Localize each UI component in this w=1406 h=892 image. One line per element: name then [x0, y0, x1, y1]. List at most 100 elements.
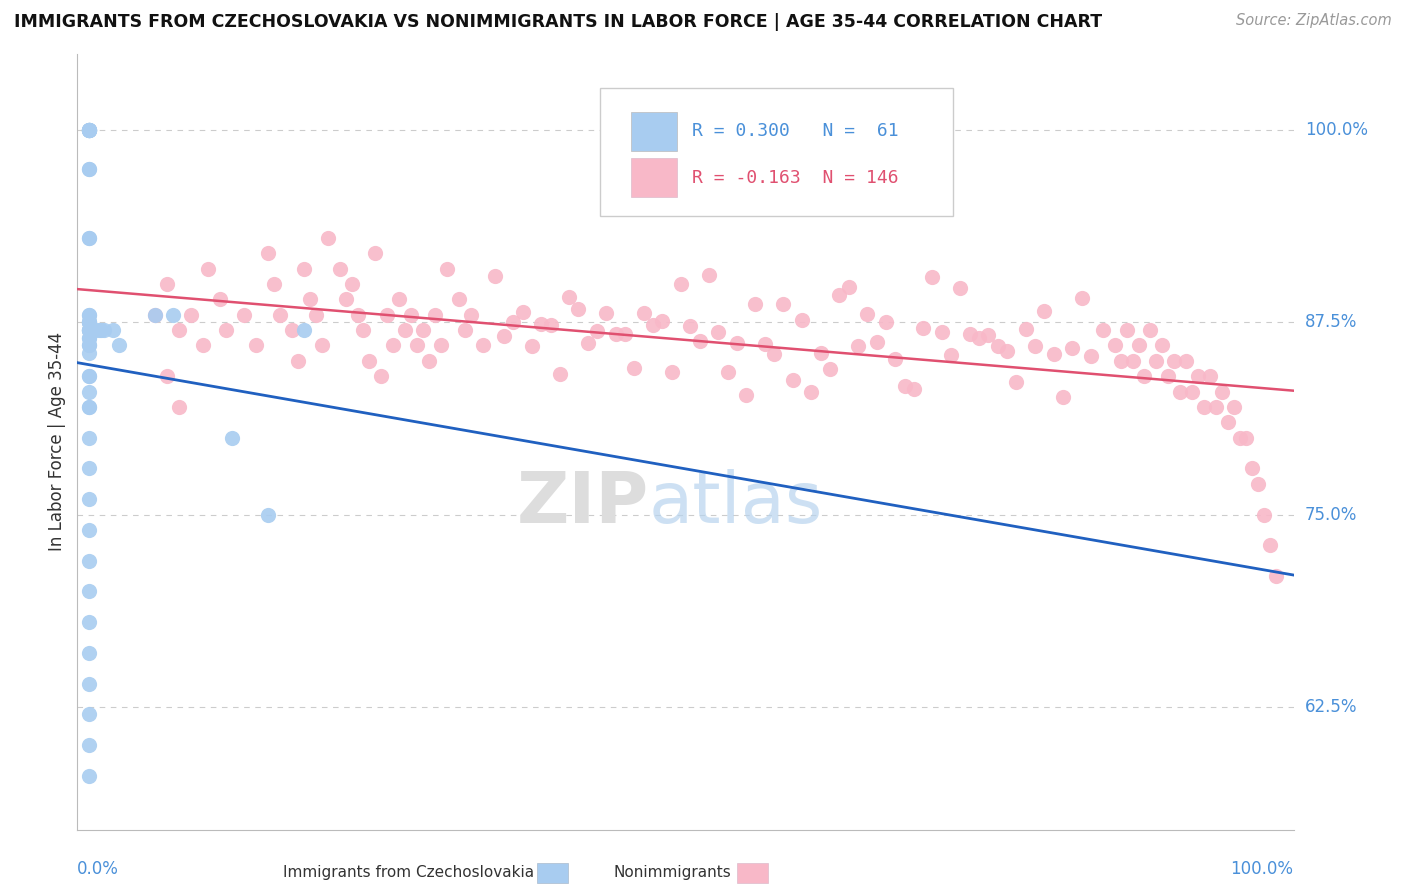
Point: [1042, 347, 1064, 361]
Point: [108, 338, 131, 352]
Point: [311, 338, 333, 352]
Point: [77, 523, 100, 537]
Point: [370, 369, 392, 384]
Point: [77, 492, 100, 507]
Text: Nonimmigrants: Nonimmigrants: [613, 865, 731, 880]
Point: [77, 338, 100, 352]
Point: [492, 328, 515, 343]
Point: [846, 338, 869, 352]
Point: [77, 384, 100, 399]
Point: [1163, 354, 1185, 368]
Point: [707, 326, 730, 340]
Point: [233, 308, 256, 322]
Text: 62.5%: 62.5%: [1305, 698, 1357, 715]
Point: [180, 308, 202, 322]
Point: [987, 338, 1010, 352]
Point: [77, 123, 100, 137]
Point: [287, 354, 309, 368]
Point: [346, 308, 368, 322]
Point: [93, 323, 115, 337]
Point: [1264, 569, 1286, 583]
Point: [77, 161, 100, 176]
Point: [454, 323, 477, 337]
Point: [1152, 338, 1174, 352]
Point: [1258, 538, 1281, 552]
Point: [1104, 338, 1126, 352]
Point: [77, 315, 100, 329]
Point: [1024, 339, 1046, 353]
Point: [263, 277, 285, 291]
Point: [412, 323, 434, 337]
Point: [447, 293, 470, 307]
Point: [167, 323, 190, 337]
Point: [1109, 354, 1132, 368]
Point: [1128, 338, 1150, 352]
Point: [77, 400, 100, 414]
Text: R = 0.300   N =  61: R = 0.300 N = 61: [692, 122, 898, 140]
Point: [1144, 354, 1167, 368]
Point: [1014, 322, 1036, 336]
Point: [77, 323, 100, 337]
Point: [1223, 400, 1246, 414]
Point: [257, 508, 280, 522]
Point: [340, 277, 363, 291]
Point: [1157, 369, 1180, 384]
Point: [959, 327, 981, 342]
Point: [143, 308, 166, 322]
Point: [77, 308, 100, 322]
Point: [84, 323, 107, 337]
Point: [697, 268, 720, 282]
Point: [77, 123, 100, 137]
Point: [77, 431, 100, 445]
Point: [77, 123, 100, 137]
Point: [884, 351, 907, 366]
Point: [1247, 476, 1270, 491]
Point: [530, 317, 553, 331]
Point: [540, 318, 562, 332]
Point: [281, 323, 304, 337]
Point: [77, 123, 100, 137]
Point: [1052, 390, 1074, 404]
Point: [298, 293, 321, 307]
Point: [641, 318, 664, 333]
Text: 100.0%: 100.0%: [1230, 860, 1294, 878]
Text: 100.0%: 100.0%: [1305, 121, 1368, 139]
Point: [576, 336, 599, 351]
Point: [191, 338, 214, 352]
FancyBboxPatch shape: [600, 88, 953, 217]
Point: [782, 373, 804, 387]
Point: [221, 431, 243, 445]
Text: Immigrants from Czechoslovakia: Immigrants from Czechoslovakia: [283, 865, 534, 880]
Point: [614, 327, 637, 342]
Point: [1199, 369, 1222, 384]
Point: [156, 277, 179, 291]
Point: [77, 346, 100, 360]
Point: [77, 584, 100, 599]
Point: [359, 354, 381, 368]
Point: [353, 323, 375, 337]
Point: [257, 246, 280, 260]
Point: [77, 323, 100, 337]
Point: [1070, 291, 1092, 305]
Point: [394, 323, 416, 337]
Point: [1062, 341, 1084, 355]
Point: [77, 123, 100, 137]
Point: [197, 261, 219, 276]
Point: [1192, 400, 1215, 414]
Point: [388, 293, 411, 307]
Point: [430, 338, 453, 352]
Text: IMMIGRANTS FROM CZECHOSLOVAKIA VS NONIMMIGRANTS IN LABOR FORCE | AGE 35-44 CORRE: IMMIGRANTS FROM CZECHOSLOVAKIA VS NONIMM…: [14, 13, 1102, 31]
Point: [977, 327, 1000, 342]
Point: [77, 123, 100, 137]
Point: [967, 331, 990, 345]
Text: R = -0.163  N = 146: R = -0.163 N = 146: [692, 169, 898, 186]
Bar: [631, 158, 676, 197]
Point: [548, 367, 571, 381]
Point: [77, 315, 100, 329]
Point: [77, 646, 100, 660]
Point: [790, 312, 813, 326]
Point: [209, 293, 232, 307]
Point: [828, 288, 851, 302]
Point: [77, 323, 100, 337]
Point: [77, 308, 100, 322]
